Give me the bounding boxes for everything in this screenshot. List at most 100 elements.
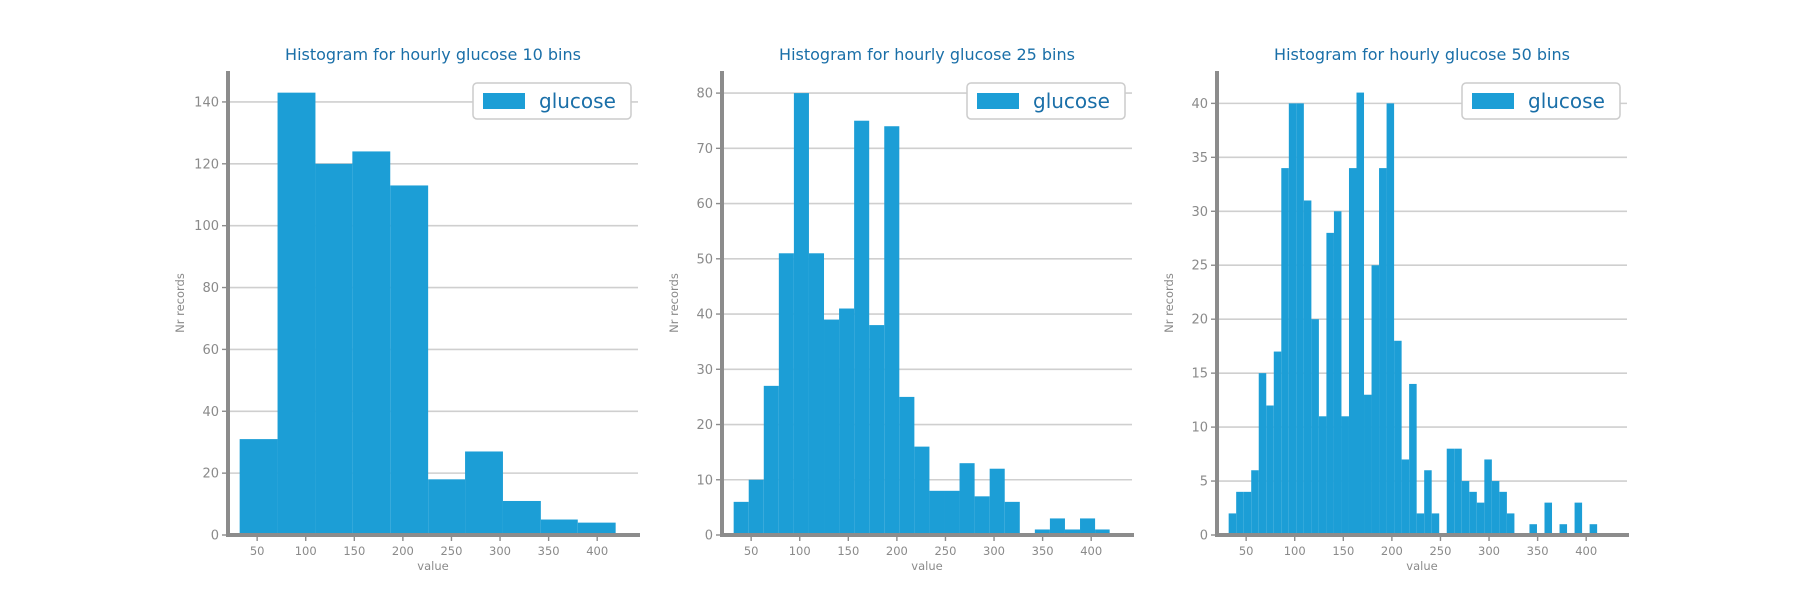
histogram-bar	[1364, 394, 1372, 535]
histogram-bar	[1273, 351, 1282, 535]
y-axis-label: Nr records	[173, 273, 187, 333]
y-tick-label: 80	[696, 87, 713, 102]
histogram-bar	[1064, 529, 1081, 535]
x-tick-label: 200	[886, 544, 908, 558]
y-tick-label: 20	[696, 418, 713, 433]
y-tick-label: 25	[1191, 259, 1208, 274]
histogram-bar	[1544, 502, 1553, 535]
histogram-bar	[540, 519, 578, 535]
x-tick-label: 150	[1332, 544, 1354, 558]
y-tick-label: 5	[1200, 475, 1208, 490]
histogram-bar	[1356, 92, 1365, 536]
chart-panel-2: 0 10 20 30 40 50 60 70 80 50 100 150 200 250 300 350 400…	[667, 45, 1134, 573]
x-tick-label: 50	[250, 544, 265, 558]
y-tick-label: 60	[202, 343, 219, 358]
x-tick-label: 100	[789, 544, 811, 558]
y-tick-label: 100	[194, 219, 219, 234]
histogram-bar	[1499, 491, 1507, 535]
histogram-bar	[277, 92, 316, 536]
histogram-bar	[1491, 481, 1500, 535]
y-tick-label: 70	[696, 142, 713, 157]
histogram-bar	[1454, 448, 1462, 535]
x-tick-label: 350	[1527, 544, 1549, 558]
x-tick-label: 250	[440, 544, 462, 558]
histogram-bar	[1303, 200, 1312, 535]
x-tick-label: 350	[1032, 544, 1054, 558]
histogram-bar	[974, 496, 990, 535]
legend-frame	[472, 82, 632, 120]
x-axis-label: value	[1406, 559, 1437, 573]
histogram-bar	[793, 93, 809, 535]
y-tick-label: 60	[696, 197, 713, 212]
histogram-bar	[824, 319, 840, 535]
legend-frame	[966, 82, 1126, 120]
histogram-bar	[1236, 491, 1244, 535]
y-tick-label: 30	[696, 363, 713, 378]
histogram-bar	[1296, 103, 1304, 535]
x-tick-label: 250	[934, 544, 956, 558]
y-axis-label: Nr records	[1162, 273, 1176, 333]
histogram-bar	[1326, 232, 1334, 535]
y-tick-label: 20	[202, 467, 219, 482]
legend-label: glucose	[539, 89, 616, 113]
x-axis-label: value	[911, 559, 942, 573]
y-tick-label: 50	[696, 252, 713, 267]
histogram-bar	[390, 185, 429, 535]
histogram-bar	[854, 120, 870, 535]
y-tick-label: 10	[1191, 421, 1208, 436]
histogram-bar	[502, 500, 541, 535]
histogram-bar	[1348, 168, 1357, 535]
y-tick-label: 140	[194, 95, 219, 110]
y-tick-label: 0	[1200, 529, 1208, 544]
histogram-bar	[577, 522, 616, 535]
histogram-bar	[1049, 518, 1065, 535]
histogram-bar	[1409, 383, 1417, 535]
histogram-bar	[1311, 319, 1319, 535]
histogram-bar	[1461, 481, 1470, 535]
x-tick-label: 350	[538, 544, 560, 558]
histogram-bar	[1341, 416, 1349, 535]
histogram-bar	[808, 253, 825, 536]
x-tick-label: 300	[983, 544, 1005, 558]
histogram-bar	[944, 490, 960, 535]
histogram-bar	[1288, 103, 1297, 535]
y-tick-label: 15	[1191, 367, 1208, 382]
histogram-bar	[1228, 513, 1237, 535]
x-tick-label: 200	[1381, 544, 1403, 558]
histogram-bar	[1431, 513, 1440, 535]
chart-panel-1: 0 20 40 60 80 100 120 140 50 100 150 200 250 300 350 40…	[173, 45, 640, 573]
y-tick-label: 40	[1191, 97, 1208, 112]
histogram-bar	[1371, 265, 1380, 535]
x-tick-label: 400	[1080, 544, 1102, 558]
x-tick-label: 200	[392, 544, 414, 558]
histogram-bar	[428, 479, 466, 535]
legend: glucose	[966, 82, 1126, 120]
histogram-bar	[1476, 502, 1485, 535]
histogram-bar	[763, 385, 779, 535]
y-tick-label: 10	[696, 473, 713, 488]
histogram-bar	[914, 446, 930, 535]
histogram-bar	[1243, 491, 1252, 535]
histogram-bar	[1333, 211, 1342, 536]
histogram-bar	[1386, 103, 1395, 535]
y-tick-label: 20	[1191, 313, 1208, 328]
chart-panel-3: 0 5 10 15 20 25 30 35 40 50 100 150 200 250 300 350 400 v…	[1162, 45, 1629, 573]
x-tick-label: 250	[1429, 544, 1451, 558]
histogram-bar	[1318, 416, 1327, 535]
x-tick-label: 100	[295, 544, 317, 558]
histogram-bar	[899, 396, 915, 535]
chart-title: Histogram for hourly glucose 50 bins	[1274, 45, 1570, 64]
x-tick-label: 100	[1284, 544, 1306, 558]
histogram-bar	[1281, 168, 1289, 535]
x-tick-label: 400	[586, 544, 608, 558]
histogram-bar	[352, 151, 391, 535]
x-tick-label: 150	[837, 544, 859, 558]
y-tick-label: 40	[202, 405, 219, 420]
histogram-bar	[1095, 529, 1110, 535]
legend-swatch	[977, 93, 1019, 109]
x-axis-label: value	[417, 559, 448, 573]
histogram-bar	[239, 439, 278, 535]
histogram-bar	[1401, 459, 1410, 535]
legend-label: glucose	[1033, 89, 1110, 113]
